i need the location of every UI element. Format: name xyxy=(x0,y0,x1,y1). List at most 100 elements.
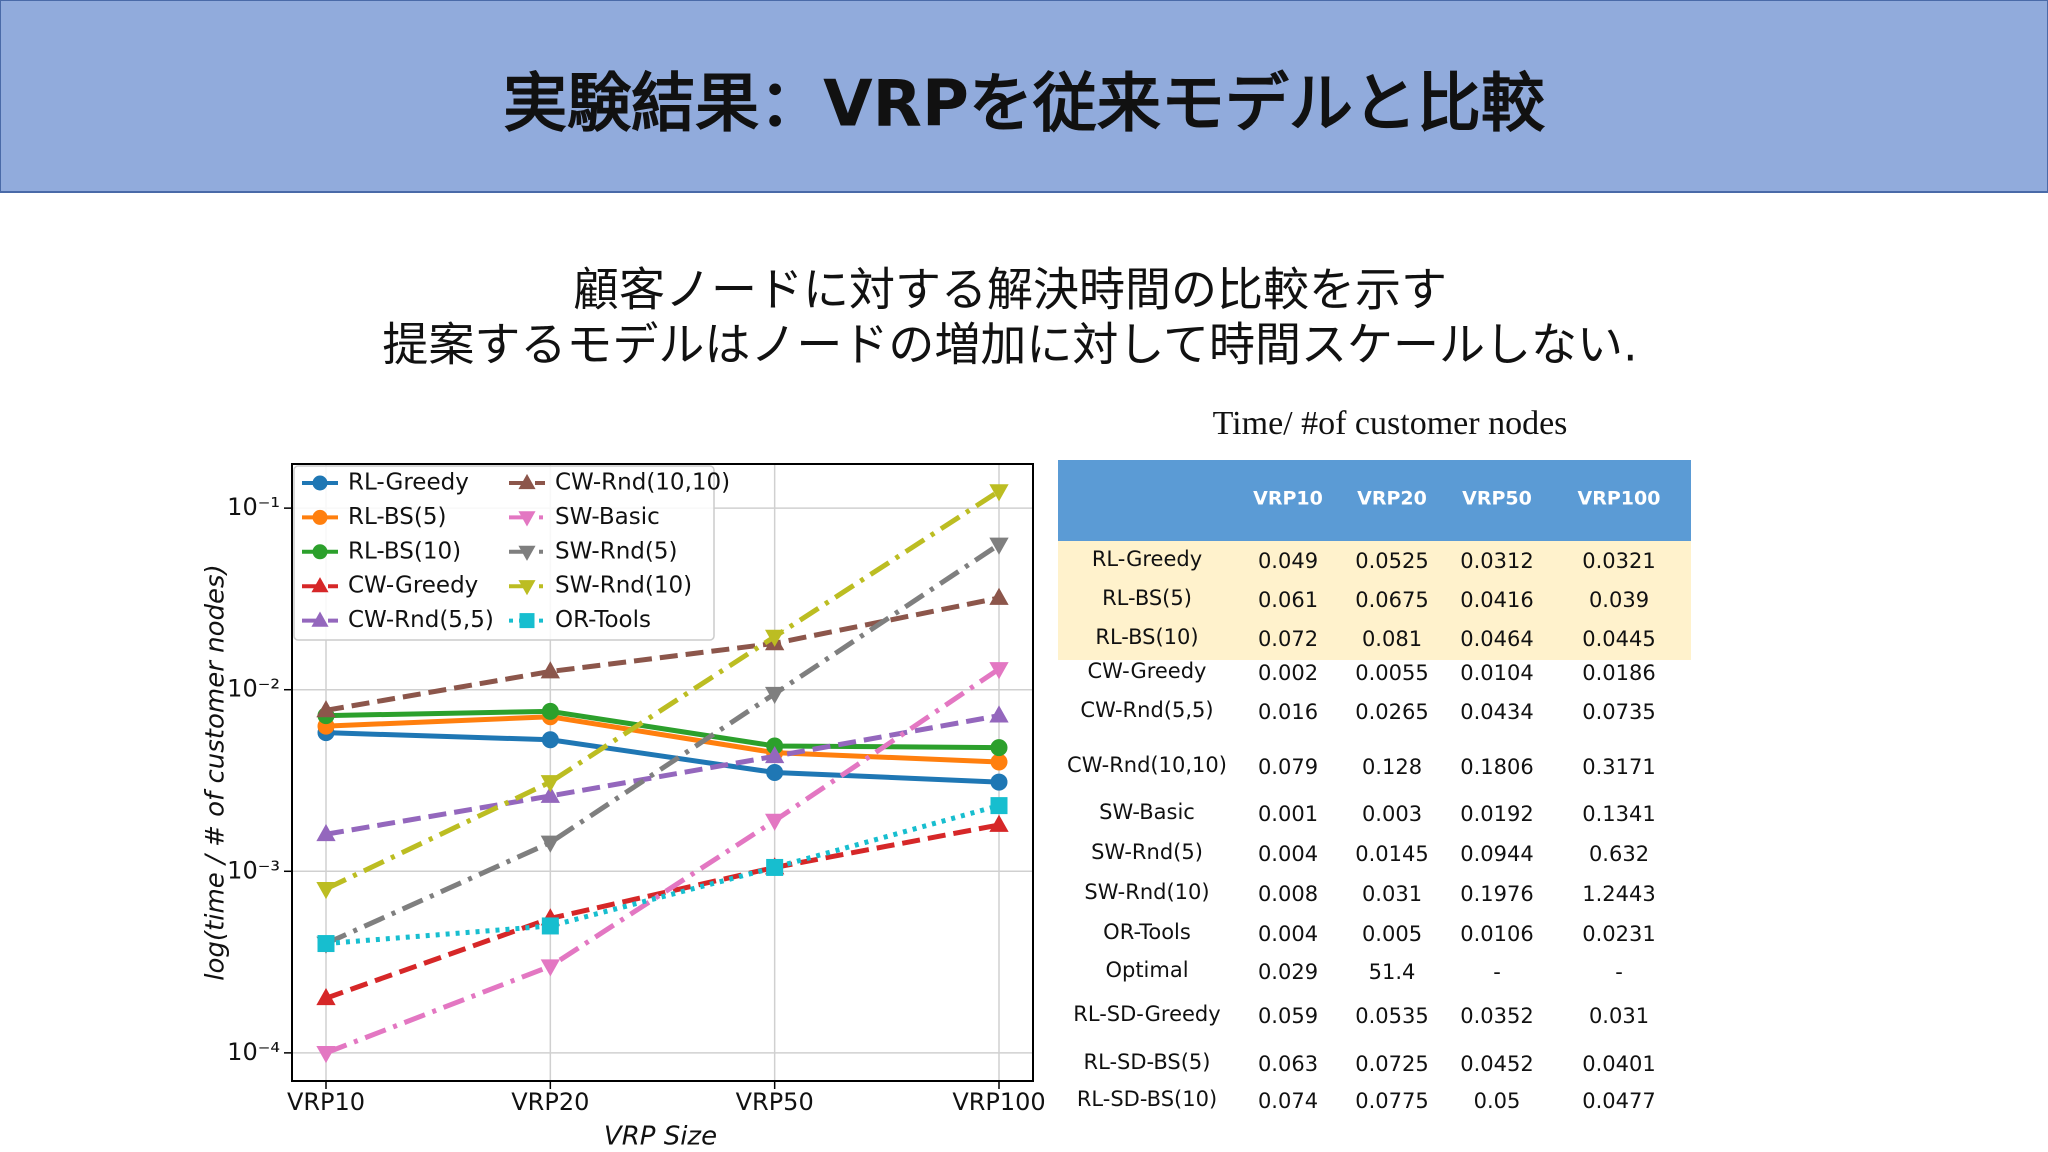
table-cell: 0.081 xyxy=(1362,627,1422,651)
y-axis-label: log(time / # of customer nodes) xyxy=(201,564,231,980)
table-cell: 0.0145 xyxy=(1355,842,1428,866)
marker xyxy=(312,544,328,560)
marker xyxy=(311,577,329,593)
table-cell: 0.001 xyxy=(1258,802,1318,826)
series-line xyxy=(325,730,1000,785)
table-row-label: SW-Basic xyxy=(1099,800,1195,824)
table-cell: 0.059 xyxy=(1258,1004,1318,1028)
table-row-label: OR-Tools xyxy=(1103,920,1191,944)
legend-label: RL-BS(10) xyxy=(348,538,461,564)
series-line xyxy=(325,822,1000,1001)
table-cell: 0.005 xyxy=(1362,922,1422,946)
x-tick-label: VRP20 xyxy=(511,1088,589,1116)
series-line xyxy=(325,714,1000,765)
marker xyxy=(316,987,336,1006)
marker xyxy=(541,917,559,935)
marker xyxy=(989,537,1009,555)
table-cell: 0.0231 xyxy=(1582,922,1655,946)
table-cell: 0.0525 xyxy=(1355,549,1428,573)
marker xyxy=(989,705,1009,723)
table-cell: 0.0452 xyxy=(1460,1052,1533,1076)
marker xyxy=(316,700,336,718)
table-cell: 0.061 xyxy=(1258,588,1318,612)
legend-label: CW-Rnd(5,5) xyxy=(348,607,494,633)
table-cell: 0.0104 xyxy=(1460,661,1533,685)
table-cell: 51.4 xyxy=(1369,960,1416,984)
legend-label: OR-Tools xyxy=(555,607,651,633)
table-highlight xyxy=(1058,541,1691,660)
series-line xyxy=(325,708,1000,751)
marker xyxy=(540,661,560,679)
marker xyxy=(989,814,1009,832)
y-tick-label: 10⁻² xyxy=(227,675,280,703)
marker xyxy=(765,813,785,831)
y-tick-label: 10⁻⁴ xyxy=(227,1038,280,1066)
table-cell: 1.2443 xyxy=(1582,882,1655,906)
y-tick-label: 10⁻³ xyxy=(227,856,280,884)
series-line xyxy=(325,803,1000,947)
marker xyxy=(312,509,328,525)
legend-label: SW-Basic xyxy=(555,504,660,530)
legend-label: RL-Greedy xyxy=(348,470,469,496)
table-cell: 0.0106 xyxy=(1460,922,1533,946)
marker xyxy=(765,686,785,704)
subtitle: 提案するモデルはノードの増加に対して時間スケールしない. xyxy=(382,318,1637,372)
slide-title: 実験結果：VRPを従来モデルと比較 xyxy=(503,68,1546,142)
legend-label: SW-Rnd(10) xyxy=(555,573,692,599)
series-line xyxy=(325,666,1001,1056)
marker xyxy=(541,702,559,720)
table-cell: 0.0675 xyxy=(1355,588,1428,612)
table-cell: 0.004 xyxy=(1258,842,1318,866)
table-cell: 0.003 xyxy=(1362,802,1422,826)
table-cell: 0.05 xyxy=(1474,1089,1521,1113)
marker xyxy=(317,935,335,953)
table-cell: 0.0464 xyxy=(1460,627,1533,651)
table-cell: 0.0265 xyxy=(1355,700,1428,724)
table-cell: 0.0312 xyxy=(1460,549,1533,573)
x-axis-label: VRP Size xyxy=(604,1122,717,1152)
marker xyxy=(518,511,536,527)
table-row-label: Optimal xyxy=(1105,958,1188,982)
table-row-label: RL-BS(5) xyxy=(1102,586,1192,610)
marker xyxy=(311,611,329,627)
y-tick-label: 10⁻¹ xyxy=(227,493,280,521)
table-cell: 0.128 xyxy=(1362,755,1422,779)
marker xyxy=(990,797,1008,815)
x-tick-label: VRP10 xyxy=(287,1088,365,1116)
plot-frame xyxy=(291,463,1034,1082)
series-line xyxy=(324,542,1001,946)
table-cell: 0.031 xyxy=(1362,882,1422,906)
marker xyxy=(765,746,785,764)
table-cell: 0.1976 xyxy=(1460,882,1533,906)
table-cell: 0.1806 xyxy=(1460,755,1533,779)
marker xyxy=(766,858,784,876)
legend-label: CW-Greedy xyxy=(348,573,478,599)
table-row-label: RL-Greedy xyxy=(1092,547,1202,571)
series-line xyxy=(324,489,1001,892)
marker xyxy=(990,753,1008,771)
table-cell: - xyxy=(1493,960,1501,984)
table-cell: 0.0186 xyxy=(1582,661,1655,685)
table-row-label: SW-Rnd(10) xyxy=(1084,880,1209,904)
table-cell: 0.0725 xyxy=(1355,1052,1428,1076)
table-cell: 0.002 xyxy=(1258,661,1318,685)
marker xyxy=(519,613,535,629)
legend-label: CW-Rnd(10,10) xyxy=(555,470,730,496)
table-row-label: RL-SD-Greedy xyxy=(1073,1002,1220,1026)
marker xyxy=(312,475,328,491)
table-cell: 0.1341 xyxy=(1582,802,1655,826)
x-tick-label: VRP50 xyxy=(736,1088,814,1116)
marker xyxy=(540,775,560,793)
marker xyxy=(316,824,336,842)
marker xyxy=(316,881,336,900)
table-cell: 0.016 xyxy=(1258,700,1318,724)
table-cell: 0.031 xyxy=(1589,1004,1649,1028)
marker xyxy=(518,545,536,561)
table-cell: 0.0416 xyxy=(1460,588,1533,612)
marker xyxy=(765,629,785,647)
table-cell: 0.0055 xyxy=(1355,661,1428,685)
marker xyxy=(989,587,1009,605)
marker xyxy=(540,785,560,803)
table-cell: 0.072 xyxy=(1258,627,1318,651)
marker xyxy=(540,835,560,853)
